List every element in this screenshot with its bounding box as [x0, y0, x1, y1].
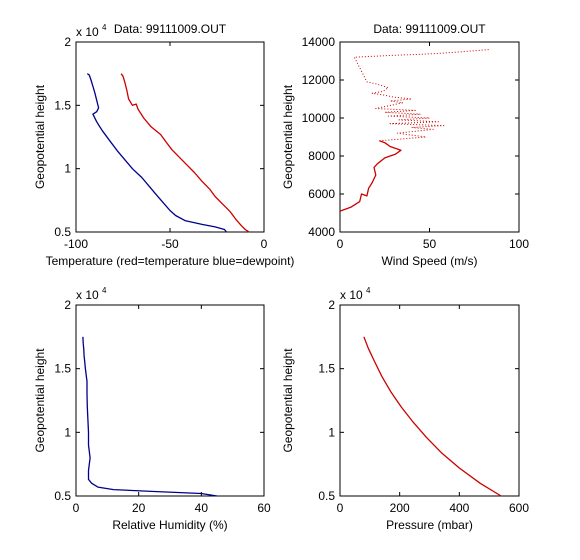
axes-box	[339, 304, 520, 497]
y-tick-label: 1	[64, 162, 71, 176]
x-tick-label: 20	[132, 501, 146, 515]
x-tick-label: 0	[337, 501, 344, 515]
x-tick-label: 0	[73, 501, 80, 515]
x-axis-label: Temperature (red=temperature blue=dewpoi…	[46, 254, 295, 268]
y-tick-label: 1	[328, 425, 335, 439]
series-line-2	[353, 49, 489, 142]
x-tick-label: -100	[64, 237, 88, 251]
y-tick-label: 12000	[302, 73, 336, 87]
y-tick-label: 0.5	[54, 489, 71, 503]
y-tick-label: 1	[64, 425, 71, 439]
y-exponent-label: x 10	[76, 25, 99, 39]
x-tick-label: 40	[195, 501, 209, 515]
x-tick-label: 600	[509, 501, 529, 515]
y-axis-label: Geopotential height	[33, 84, 47, 189]
x-tick-label: 0	[337, 237, 344, 251]
x-axis-label: Pressure (mbar)	[386, 518, 473, 532]
y-axis-label: Geopotential height	[281, 348, 295, 453]
y-axis-label: Geopotential height	[33, 348, 47, 453]
y-axis-label: Geopotential height	[281, 84, 295, 189]
y-exponent-label: x 10	[340, 288, 363, 302]
axes-box	[75, 304, 265, 497]
x-tick-label: 50	[423, 237, 437, 251]
y-tick-label: 14000	[302, 35, 336, 49]
subplot-4: 0 200 400 600 0.5 1 1.5 2 x 10 4 Pressure (mbar) Ge…	[281, 286, 529, 532]
y-tick-label: 0.5	[318, 489, 335, 503]
series-line-1	[82, 336, 218, 497]
x-tick-label: 0	[261, 237, 268, 251]
x-tick-label: 60	[257, 501, 271, 515]
y-exponent-label: x 10	[76, 288, 99, 302]
y-tick-label: 8000	[308, 149, 335, 163]
y-tick-label: 2	[64, 35, 71, 49]
x-tick-label: 100	[509, 237, 529, 251]
y-tick-label: 0.5	[54, 225, 71, 239]
y-tick-label: 1.5	[54, 98, 71, 112]
axes-box	[75, 41, 265, 233]
y-tick-label: 10000	[302, 111, 336, 125]
x-axis-label: Relative Humidity (%)	[112, 518, 227, 532]
y-exponent-power: 4	[102, 286, 107, 295]
x-tick-label: 400	[449, 501, 469, 515]
y-tick-label: 1.5	[54, 362, 71, 376]
y-tick-label: 1.5	[318, 362, 335, 376]
series-line-1	[339, 140, 402, 212]
y-tick-label: 4000	[308, 225, 335, 239]
y-exponent-power: 4	[102, 23, 107, 32]
series-line-1	[120, 73, 250, 233]
x-axis-label: Wind Speed (m/s)	[381, 254, 477, 268]
x-tick-label: -50	[161, 237, 179, 251]
y-exponent-power: 4	[366, 286, 371, 295]
series-line-1	[363, 336, 502, 497]
y-tick-label: 2	[64, 298, 71, 312]
series-line-2	[86, 73, 227, 233]
chart-title: Data: 99111009.OUT	[373, 22, 486, 36]
y-tick-label: 2	[328, 298, 335, 312]
subplot-3: 0 20 40 60 0.5 1 1.5 2 x 10 4 Relative Humidity (%…	[33, 286, 271, 532]
x-tick-label: 200	[390, 501, 410, 515]
subplot-2: 0 50 100 4000 6000 8000 10000 12000 14000 Data: 9…	[281, 22, 529, 268]
axes-box	[339, 41, 520, 233]
subplot-1: -100 -50 0 0.5 1 1.5 2 x 10 4 Data: 99111009.OUT T…	[33, 22, 294, 268]
y-tick-label: 6000	[308, 187, 335, 201]
chart-title: Data: 99111009.OUT	[114, 22, 227, 36]
